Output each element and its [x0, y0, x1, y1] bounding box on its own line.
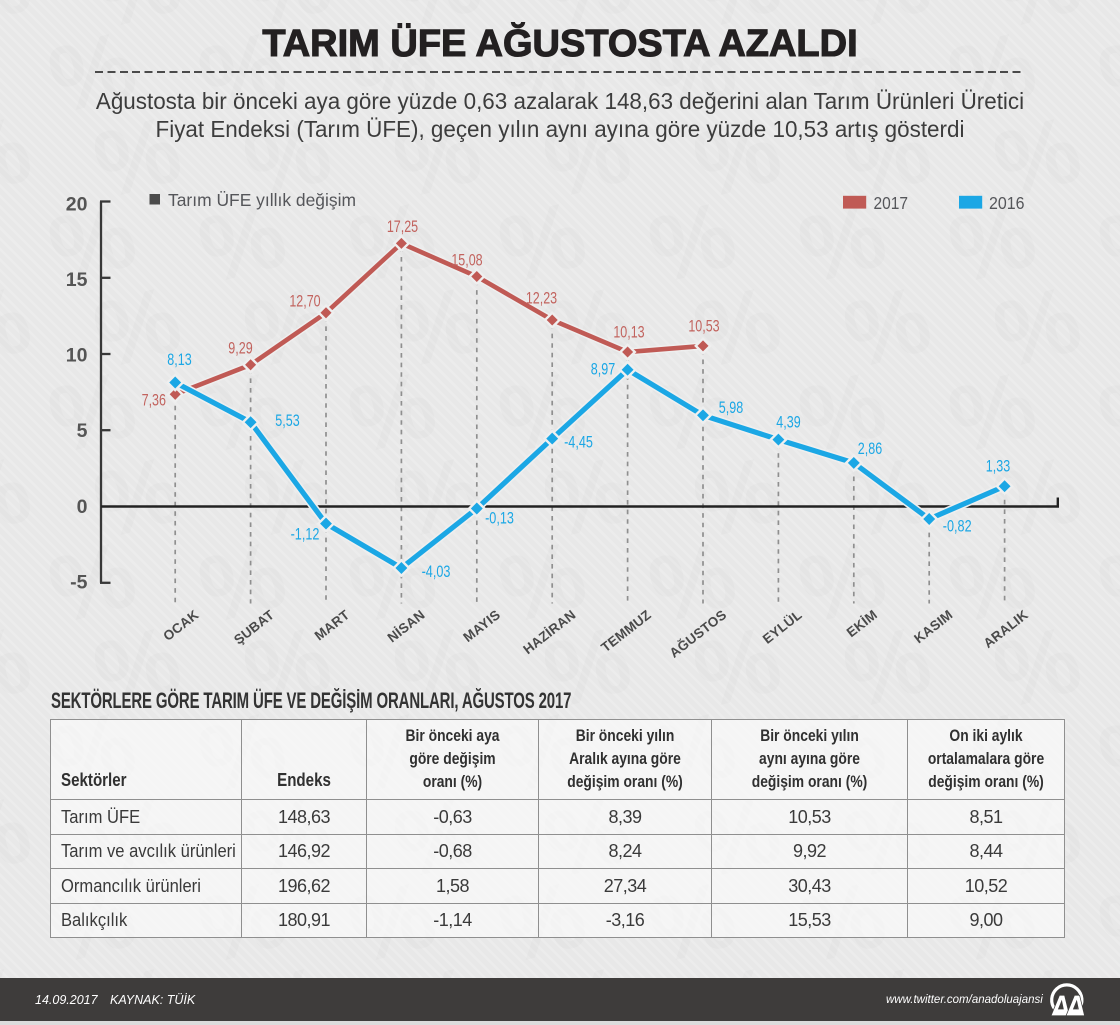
svg-text:Tarım ÜFE yıllık değişim: Tarım ÜFE yıllık değişim [168, 190, 356, 210]
svg-text:1,33: 1,33 [986, 458, 1010, 476]
svg-text:2,86: 2,86 [858, 440, 882, 458]
svg-text:15,08: 15,08 [451, 252, 482, 270]
svg-text:HAZİRAN: HAZİRAN [520, 607, 578, 657]
svg-text:NİSAN: NİSAN [385, 607, 428, 645]
svg-text:7,36: 7,36 [142, 392, 166, 410]
svg-text:MART: MART [312, 607, 353, 644]
svg-text:ŞUBAT: ŞUBAT [231, 607, 277, 648]
svg-text:0: 0 [77, 496, 88, 518]
svg-text:5,98: 5,98 [719, 399, 743, 417]
svg-text:15: 15 [66, 269, 88, 291]
svg-text:17,25: 17,25 [387, 218, 418, 236]
svg-text:EKİM: EKİM [844, 607, 880, 640]
svg-text:ARALIK: ARALIK [981, 607, 1031, 651]
svg-text:-0,13: -0,13 [485, 510, 514, 528]
svg-text:OCAK: OCAK [160, 607, 201, 644]
svg-text:10,13: 10,13 [613, 324, 644, 342]
svg-text:AĞUSTOS: AĞUSTOS [667, 607, 730, 661]
svg-text:8,97: 8,97 [591, 361, 615, 379]
svg-text:KASIM: KASIM [911, 607, 955, 646]
svg-text:5,53: 5,53 [275, 412, 299, 430]
svg-text:10,53: 10,53 [688, 318, 719, 336]
svg-text:5: 5 [77, 420, 88, 442]
svg-text:-5: -5 [70, 571, 87, 593]
svg-text:9,29: 9,29 [228, 340, 252, 358]
svg-text:-0,82: -0,82 [943, 518, 972, 536]
svg-text:10: 10 [66, 345, 88, 367]
svg-text:-4,45: -4,45 [564, 434, 593, 452]
svg-text:12,70: 12,70 [289, 292, 320, 310]
svg-text:8,13: 8,13 [167, 351, 191, 369]
svg-text:20: 20 [66, 193, 88, 215]
svg-text:EYLÜL: EYLÜL [760, 607, 805, 647]
svg-text:4,39: 4,39 [776, 414, 800, 432]
svg-text:MAYIS: MAYIS [460, 607, 503, 645]
svg-text:12,23: 12,23 [526, 290, 557, 308]
svg-text:2017: 2017 [874, 193, 909, 213]
svg-text:-1,12: -1,12 [291, 526, 320, 544]
svg-text:-4,03: -4,03 [422, 563, 451, 581]
svg-text:2016: 2016 [989, 193, 1025, 213]
svg-text:TEMMUZ: TEMMUZ [598, 607, 654, 655]
